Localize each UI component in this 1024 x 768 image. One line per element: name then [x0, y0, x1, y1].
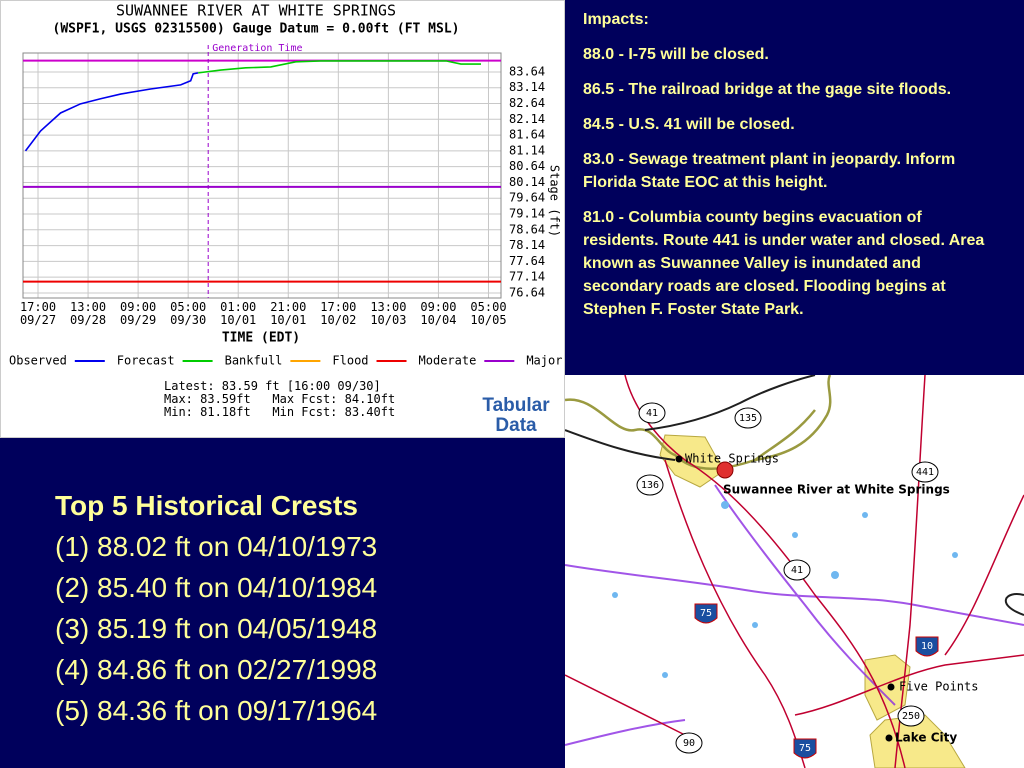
- x-tick-label: 13:00 09/28: [70, 300, 107, 327]
- interstate-shield: [694, 603, 718, 624]
- x-tick-label: 21:00 10/01: [270, 300, 307, 327]
- y-tick-label: 78.64: [509, 222, 545, 236]
- hydrograph: SUWANNEE RIVER AT WHITE SPRINGS (WSPF1, …: [9, 2, 562, 368]
- x-tick-label: 17:00 10/02: [320, 300, 357, 327]
- x-tick-label: 09:00 10/04: [420, 300, 457, 327]
- legend-label: Forecast: [117, 354, 175, 368]
- route-shield: [636, 474, 664, 496]
- place-label: Five Points: [899, 680, 978, 694]
- tabular-data-link[interactable]: Tabular Data: [482, 395, 550, 436]
- area-map: White Springs Suwannee River at White Spr…: [565, 375, 1024, 768]
- shield-label: 75: [700, 608, 712, 619]
- crest-item: (4) 84.86 ft on 02/27/1998: [55, 654, 378, 685]
- summary-line: Min: 81.18ft Min Fcst: 83.40ft: [164, 405, 396, 419]
- chart-subtitle: (WSPF1, USGS 02315500) Gauge Datum = 0.0…: [53, 22, 460, 37]
- y-tick-label: 77.14: [509, 270, 545, 284]
- legend-label: Moderate: [419, 354, 477, 368]
- interstate-shield: [793, 738, 817, 759]
- shield-label: 41: [791, 565, 803, 576]
- y-tick-label: 83.14: [509, 80, 545, 94]
- y-tick-label: 82.64: [509, 96, 545, 110]
- summary-line: Max: 83.59ft Max Fcst: 84.10ft: [164, 392, 396, 406]
- y-tick-label: 79.64: [509, 191, 545, 205]
- county-lines: [565, 375, 832, 470]
- plot-frame: [22, 52, 502, 299]
- x-tick-label: 13:00 10/03: [370, 300, 407, 327]
- y-tick-label: 82.14: [509, 112, 545, 126]
- impact-item: 81.0 - Columbia county begins evacuation…: [583, 209, 985, 318]
- legend-label: Observed: [9, 354, 67, 368]
- impacts-panel: Impacts: 88.0 - I-75 will be closed. 86.5…: [565, 0, 1009, 375]
- shield-label: 135: [739, 413, 757, 424]
- interstate-shield: [915, 636, 939, 657]
- gauge-marker[interactable]: [716, 461, 734, 479]
- y-tick-label: 81.14: [509, 143, 545, 157]
- roads: [565, 375, 1024, 768]
- crest-item: (2) 85.40 ft on 04/10/1984: [55, 572, 378, 603]
- route-shield: [897, 705, 925, 727]
- crest-item: (1) 88.02 ft on 04/10/1973: [55, 531, 378, 562]
- legend-label: Major: [526, 354, 562, 368]
- y-tick-label: 76.64: [509, 285, 545, 299]
- y-tick-label: 81.64: [509, 128, 545, 142]
- series-line: [198, 60, 481, 74]
- series-line: [24, 72, 199, 152]
- chart-title: SUWANNEE RIVER AT WHITE SPRINGS: [116, 2, 396, 20]
- legend-label: Bankfull: [225, 354, 283, 368]
- place-dot: [675, 455, 683, 463]
- y-tick-label: 77.64: [509, 254, 545, 268]
- x-tick-label: 05:00 09/30: [170, 300, 207, 327]
- water: [612, 501, 958, 678]
- highways: [565, 375, 1024, 616]
- route-shield: [734, 407, 762, 429]
- impact-item: 88.0 - I-75 will be closed.: [583, 46, 769, 63]
- x-tick-label: 01:00 10/01: [220, 300, 257, 327]
- place-dot: [887, 683, 895, 691]
- y-tick-label: 83.64: [509, 64, 545, 78]
- place-label: Lake City: [895, 731, 957, 745]
- crests-list: Top 5 Historical Crests (1) 88.02 ft on …: [55, 485, 377, 731]
- shield-label: 250: [902, 711, 920, 722]
- x-tick-label: 09:00 09/29: [120, 300, 157, 327]
- x-tick-label: 05:00 10/05: [470, 300, 507, 327]
- generation-time-label: Generation Time: [212, 43, 302, 54]
- shield-label: 90: [683, 738, 695, 749]
- x-tick-label: 17:00 09/27: [19, 300, 57, 327]
- shield-label: 136: [641, 480, 659, 491]
- place-dot: [885, 734, 893, 742]
- y-tick-label: 80.64: [509, 159, 545, 173]
- impact-item: 83.0 - Sewage treatment plant in jeopard…: [583, 151, 956, 191]
- route-shield: [783, 559, 811, 581]
- y-tick-label: 80.14: [509, 175, 545, 189]
- impact-item: 86.5 - The railroad bridge at the gage s…: [583, 81, 952, 98]
- y-tick-label: 78.14: [509, 238, 545, 252]
- route-shield: [911, 461, 939, 483]
- shield-label: 75: [799, 743, 811, 754]
- route-shield: [638, 402, 666, 424]
- place-label: White Springs: [685, 452, 779, 466]
- y-tick-label: 79.14: [509, 207, 545, 221]
- place-label: Suwannee River at White Springs: [723, 483, 950, 497]
- crests-heading: Top 5 Historical Crests: [55, 490, 358, 521]
- impact-item: 84.5 - U.S. 41 will be closed.: [583, 116, 795, 133]
- y-axis-label: Stage (ft): [548, 165, 562, 237]
- crest-item: (3) 85.19 ft on 04/05/1948: [55, 613, 378, 644]
- hydrograph-panel: SUWANNEE RIVER AT WHITE SPRINGS (WSPF1, …: [0, 0, 565, 438]
- legend-label: Flood: [332, 354, 368, 368]
- shield-label: 41: [646, 408, 658, 419]
- crest-item: (5) 84.36 ft on 09/17/1964: [55, 695, 378, 726]
- x-axis-label: TIME (EDT): [222, 331, 300, 346]
- impacts-heading: Impacts:: [583, 11, 649, 28]
- route-shield: [675, 732, 703, 754]
- summary-line: Latest: 83.59 ft [16:00 09/30]: [164, 379, 381, 393]
- shield-label: 10: [921, 641, 933, 652]
- shield-label: 441: [916, 467, 934, 478]
- boundaries: [565, 484, 1024, 746]
